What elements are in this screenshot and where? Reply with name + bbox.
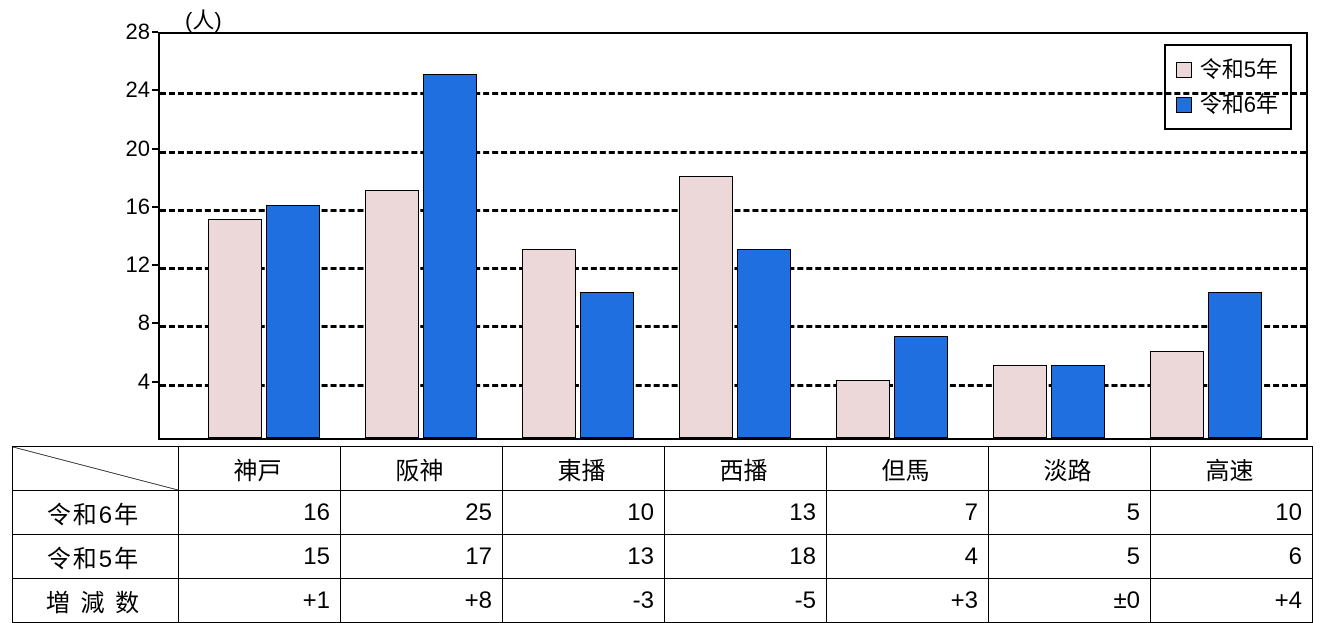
table-column-header: 淡路	[989, 447, 1151, 491]
y-tick-mark	[152, 31, 158, 33]
data-table: 神戸阪神東播西播但馬淡路高速令和6年162510137510令和5年151713…	[12, 446, 1313, 623]
table-cell: +8	[341, 579, 503, 623]
table-cell: +1	[179, 579, 341, 623]
legend: 令和5年令和6年	[1164, 44, 1292, 130]
y-tick-label: 8	[110, 310, 150, 336]
table-row-label: 増 減 数	[13, 579, 179, 623]
table-cell: 4	[827, 535, 989, 579]
bar	[1150, 351, 1204, 438]
table-row-label: 令和5年	[13, 535, 179, 579]
bar	[522, 249, 576, 438]
bar	[365, 190, 419, 438]
table-cell: 6	[1151, 535, 1313, 579]
table-cell: +4	[1151, 579, 1313, 623]
plot-area: 令和5年令和6年	[158, 32, 1308, 440]
table-column-header: 但馬	[827, 447, 989, 491]
table-cell: 13	[503, 535, 665, 579]
table-cell: 5	[989, 491, 1151, 535]
bar	[266, 205, 320, 438]
table-cell: 18	[665, 535, 827, 579]
y-tick-label: 24	[110, 77, 150, 103]
y-tick-label: 28	[110, 19, 150, 45]
y-tick-mark	[152, 206, 158, 208]
table-cell: ±0	[989, 579, 1151, 623]
y-tick-mark	[152, 148, 158, 150]
table-corner-cell	[13, 447, 179, 491]
table-cell: 10	[503, 491, 665, 535]
table-row: 令和6年162510137510	[13, 491, 1313, 535]
table-column-header: 高速	[1151, 447, 1313, 491]
y-axis-unit: (人)	[185, 3, 222, 35]
table-cell: 13	[665, 491, 827, 535]
table-cell: 25	[341, 491, 503, 535]
bar	[836, 380, 890, 438]
table-cell: 15	[179, 535, 341, 579]
table-column-header: 阪神	[341, 447, 503, 491]
bar	[1051, 365, 1105, 438]
table-cell: 10	[1151, 491, 1313, 535]
table-column-header: 東播	[503, 447, 665, 491]
y-tick-label: 16	[110, 194, 150, 220]
y-tick-mark	[152, 322, 158, 324]
table-cell: 16	[179, 491, 341, 535]
table-cell: 5	[989, 535, 1151, 579]
legend-swatch	[1176, 62, 1192, 78]
table-cell: 17	[341, 535, 503, 579]
legend-swatch	[1176, 97, 1192, 113]
bar	[993, 365, 1047, 438]
bar	[580, 292, 634, 438]
bar	[679, 176, 733, 438]
table-cell: +3	[827, 579, 989, 623]
table-row: 増 減 数+1+8-3-5+3±0+4	[13, 579, 1313, 623]
bar	[423, 74, 477, 438]
y-tick-label: 20	[110, 136, 150, 162]
table-row-label: 令和6年	[13, 491, 179, 535]
bar	[1208, 292, 1262, 438]
table-header-row: 神戸阪神東播西播但馬淡路高速	[13, 447, 1313, 491]
y-tick-label: 12	[110, 252, 150, 278]
y-tick-mark	[152, 381, 158, 383]
table-cell: -3	[503, 579, 665, 623]
legend-item: 令和5年	[1176, 52, 1278, 87]
y-tick-mark	[152, 264, 158, 266]
table-cell: -5	[665, 579, 827, 623]
bar	[208, 219, 262, 438]
y-tick-label: 4	[110, 369, 150, 395]
table-column-header: 西播	[665, 447, 827, 491]
y-tick-mark	[152, 89, 158, 91]
chart-and-table: (人) 令和5年令和6年 神戸阪神東播西播但馬淡路高速令和6年162510137…	[0, 0, 1322, 606]
table-column-header: 神戸	[179, 447, 341, 491]
bar	[894, 336, 948, 438]
table-cell: 7	[827, 491, 989, 535]
table-row: 令和5年15171318456	[13, 535, 1313, 579]
legend-label: 令和5年	[1200, 52, 1278, 87]
bar	[737, 249, 791, 438]
